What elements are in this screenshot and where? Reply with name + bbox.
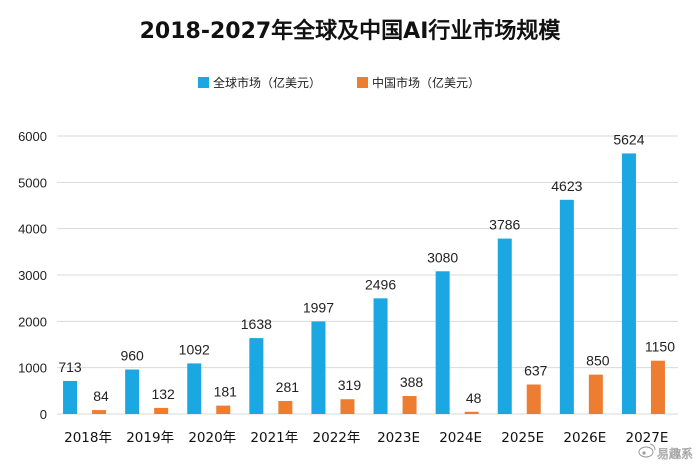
- bar-china: [92, 410, 107, 414]
- legend-swatch-global: [198, 77, 209, 88]
- gridlines: [57, 135, 678, 415]
- watermark: 易趣系: [638, 443, 693, 461]
- data-label-china: 850: [586, 353, 610, 369]
- bar-global: [435, 271, 450, 414]
- x-tick-label: 2020年: [188, 430, 236, 446]
- x-axis-ticks: 2018年 2019年 2020年 2021年 2022年 2023E 2024E 2025E…: [64, 430, 668, 446]
- y-tick-label: 2000: [18, 314, 47, 329]
- bar-global: [63, 380, 78, 414]
- bar-global: [249, 338, 264, 414]
- data-label-china: 84: [93, 388, 109, 404]
- x-tick-label: 2022年: [313, 430, 361, 446]
- y-tick-label: 1000: [18, 361, 47, 376]
- data-label-global: 1997: [303, 299, 334, 315]
- bar-global: [187, 363, 202, 414]
- data-label-china: 48: [466, 390, 482, 406]
- x-tick-label: 2019年: [126, 430, 174, 446]
- x-tick-label: 2025E: [501, 430, 544, 446]
- data-label-global: 1638: [241, 316, 272, 332]
- bar-global: [311, 321, 326, 414]
- data-label-china: 637: [524, 362, 548, 378]
- data-label-china: 132: [151, 386, 175, 402]
- y-tick-label: 3000: [18, 268, 47, 283]
- legend-swatch-china: [357, 77, 368, 88]
- x-tick-label: 2024E: [439, 430, 482, 446]
- data-label-global: 713: [58, 359, 82, 375]
- data-label-global: 4623: [551, 178, 582, 194]
- x-tick-label: 2023E: [377, 430, 420, 446]
- x-tick-label: 2027E: [626, 430, 669, 446]
- x-tick-label: 2018年: [64, 430, 112, 446]
- data-label-global: 1092: [179, 341, 210, 357]
- bar-china: [464, 411, 479, 414]
- x-tick-label: 2021年: [250, 430, 298, 446]
- bar-china: [588, 374, 603, 414]
- data-label-china: 281: [276, 379, 300, 395]
- bar-global: [621, 153, 636, 414]
- weibo-logo-icon: [638, 443, 656, 458]
- chart-title: 2018-2027年全球及中国AI行业市场规模: [140, 18, 562, 44]
- bar-china: [278, 400, 293, 414]
- bar-china: [526, 384, 541, 414]
- data-label-china: 181: [214, 384, 238, 400]
- data-label-global: 5624: [613, 131, 644, 147]
- x-tick-label: 2026E: [563, 430, 606, 446]
- data-label-global: 3786: [489, 217, 520, 233]
- bar-global: [373, 298, 388, 414]
- y-tick-label: 0: [40, 407, 47, 422]
- data-label-global: 3080: [427, 249, 458, 265]
- bar-global: [497, 238, 512, 414]
- watermark-text: 易趣系: [657, 446, 693, 461]
- data-label-china: 388: [400, 374, 424, 390]
- legend-label-china: 中国市场（亿美元）: [372, 75, 480, 90]
- data-label-china: 1150: [645, 339, 675, 355]
- data-label-global: 2496: [365, 276, 396, 292]
- bar-china: [216, 405, 231, 414]
- y-axis-ticks: 0 1000 2000 3000 4000 5000 6000: [18, 129, 47, 422]
- bar-china: [340, 399, 355, 414]
- y-tick-label: 4000: [18, 222, 47, 237]
- y-tick-label: 6000: [18, 129, 47, 144]
- bars: [63, 153, 665, 414]
- data-labels: 713 84 960 132 1092 181 1638 281 1997 319 2496 388 3…: [58, 131, 675, 405]
- bar-china: [650, 360, 665, 414]
- data-label-global: 960: [120, 348, 144, 364]
- legend-label-global: 全球市场（亿美元）: [213, 75, 321, 90]
- y-tick-label: 5000: [18, 175, 47, 190]
- bar-global: [125, 369, 140, 414]
- bar-china: [154, 407, 169, 414]
- bar-global: [559, 199, 574, 414]
- data-label-china: 319: [338, 377, 362, 393]
- bar-china: [402, 396, 417, 414]
- legend: 全球市场（亿美元） 中国市场（亿美元）: [198, 75, 480, 90]
